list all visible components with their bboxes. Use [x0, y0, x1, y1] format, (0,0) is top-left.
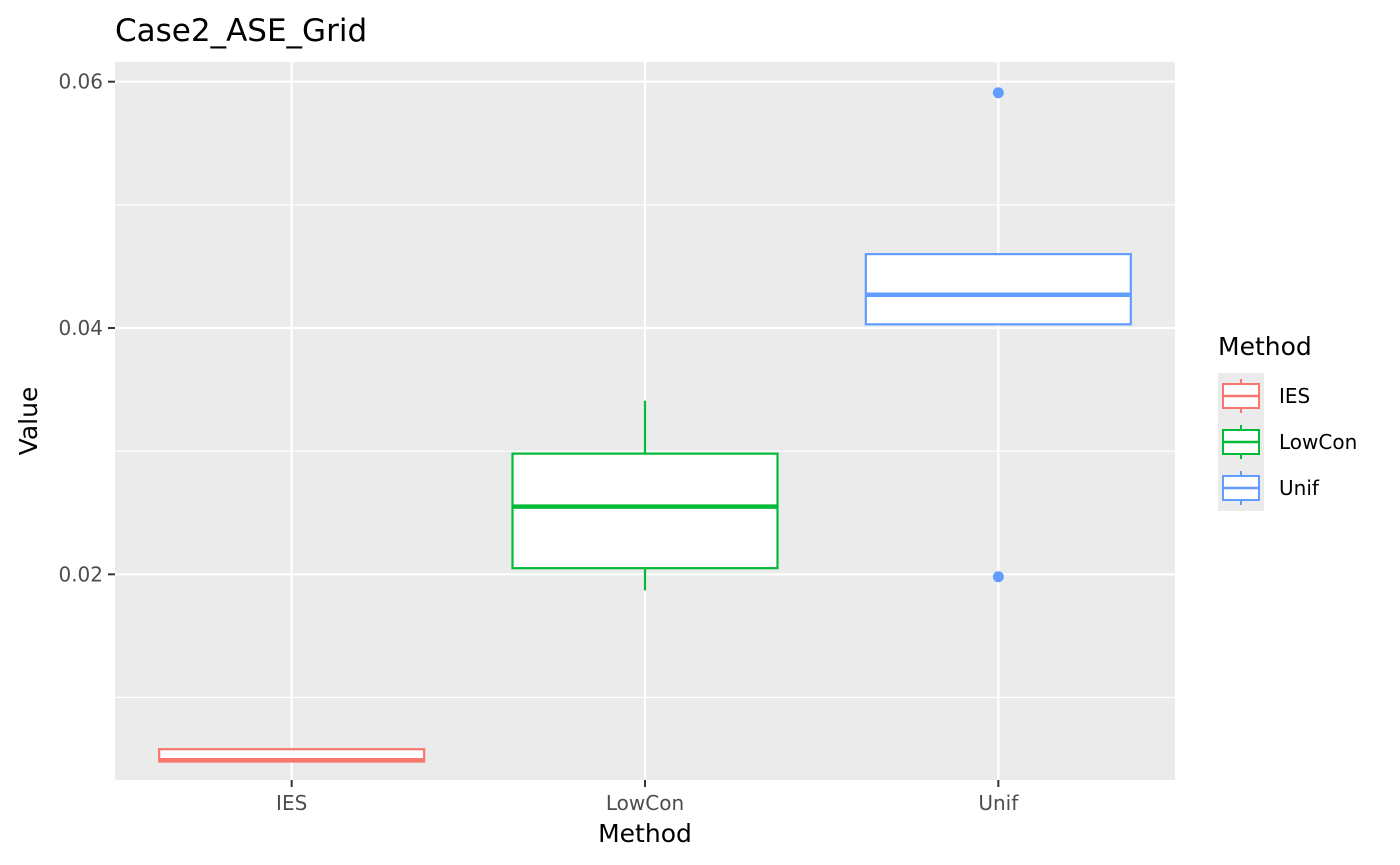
y-tick-label: 0.04: [58, 316, 103, 340]
legend-label: IES: [1279, 384, 1310, 408]
y-tick-label: 0.02: [58, 562, 103, 586]
legend-key-lowcon: [1222, 425, 1260, 459]
x-tick-label: Unif: [978, 791, 1019, 815]
x-tick-label: LowCon: [606, 791, 684, 815]
box-body: [864, 253, 1132, 326]
x-axis: IES LowCon Unif: [276, 780, 1019, 815]
box-body: [511, 452, 779, 570]
legend: Method IES LowCon Unif: [1218, 332, 1357, 511]
legend-title: Method: [1218, 332, 1312, 361]
legend-label: LowCon: [1279, 430, 1357, 454]
box-lowcon: [511, 400, 779, 591]
box-ies: [158, 748, 426, 763]
legend-key-ies: [1222, 379, 1260, 413]
x-axis-title: Method: [598, 819, 692, 848]
chart-title: Case2_ASE_Grid: [115, 13, 367, 49]
y-tick-label: 0.06: [58, 70, 103, 94]
outlier-point: [992, 571, 1004, 583]
boxes: [158, 87, 1132, 763]
legend-label: Unif: [1279, 476, 1320, 500]
legend-key-unif: [1222, 471, 1260, 505]
x-tick-label: IES: [276, 791, 307, 815]
y-axis-title: Value: [14, 387, 43, 456]
box-unif: [864, 87, 1132, 583]
y-axis: 0.02 0.04 0.06: [58, 70, 115, 586]
outlier-point: [992, 87, 1004, 99]
